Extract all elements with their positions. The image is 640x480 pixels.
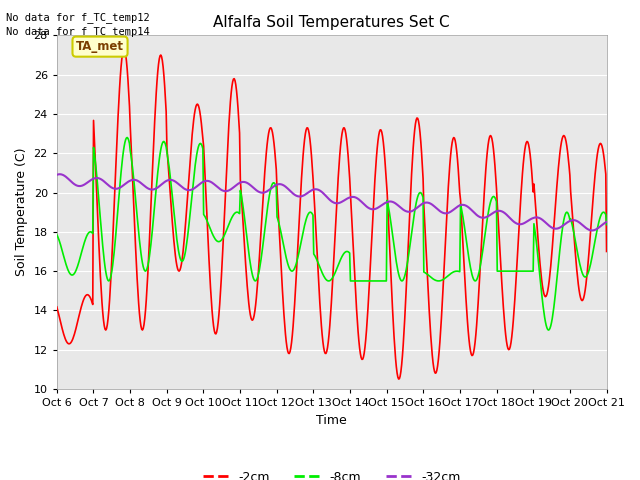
Text: TA_met: TA_met	[76, 40, 124, 53]
Text: No data for f_TC_temp12: No data for f_TC_temp12	[6, 12, 150, 23]
X-axis label: Time: Time	[316, 414, 347, 427]
Legend: -2cm, -8cm, -32cm: -2cm, -8cm, -32cm	[198, 466, 465, 480]
Y-axis label: Soil Temperature (C): Soil Temperature (C)	[15, 148, 28, 276]
Title: Alfalfa Soil Temperatures Set C: Alfalfa Soil Temperatures Set C	[213, 15, 450, 30]
Text: No data for f_TC_temp14: No data for f_TC_temp14	[6, 26, 150, 37]
